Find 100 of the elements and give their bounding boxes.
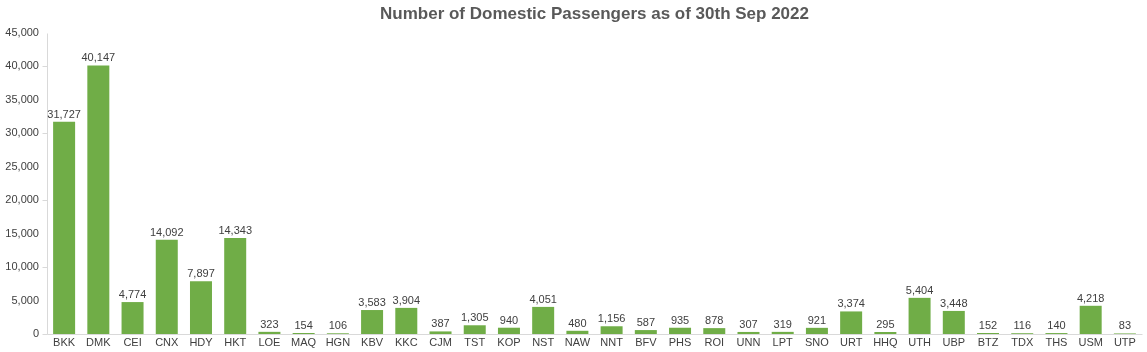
bar: [634, 330, 657, 334]
x-tick-label: NST: [532, 335, 555, 348]
data-label: 295: [876, 318, 895, 331]
bar: [600, 326, 623, 334]
data-label: 3,583: [358, 296, 386, 309]
bar: [566, 330, 589, 334]
data-label: 319: [773, 317, 792, 330]
x-tick-label: NAW: [564, 335, 591, 348]
data-label: 14,343: [218, 224, 253, 237]
bar: [87, 65, 110, 334]
x-tick-label: UTP: [1113, 335, 1136, 348]
y-tick-label: 5,000: [11, 293, 39, 306]
x-tick-label: ROI: [704, 335, 725, 348]
data-label: 387: [431, 317, 450, 330]
data-label: 154: [294, 318, 313, 331]
x-tick-label: CJM: [429, 335, 452, 348]
x-tick-label: NNT: [600, 335, 624, 348]
data-label: 323: [260, 317, 279, 330]
y-tick-label: 35,000: [5, 92, 39, 105]
data-label: 1,305: [460, 311, 489, 324]
bar: [840, 311, 863, 334]
data-label: 480: [568, 316, 587, 329]
y-tick-label: 45,000: [5, 26, 39, 38]
x-tick-label: BFV: [635, 335, 658, 348]
x-tick-label: BKK: [53, 335, 76, 348]
x-tick-label: UBP: [942, 335, 966, 348]
data-label: 3,374: [837, 297, 865, 310]
y-tick-label: 15,000: [5, 226, 39, 239]
x-tick-label: LOE: [258, 335, 281, 348]
data-label: 31,727: [47, 107, 81, 120]
data-label: 1,156: [597, 312, 626, 325]
data-label: 140: [1047, 319, 1066, 332]
x-tick-label: HKT: [224, 335, 247, 348]
x-tick-label: HHQ: [873, 335, 899, 348]
x-tick-label: CEI: [123, 335, 142, 348]
bar: [429, 331, 452, 334]
bar: [53, 121, 76, 334]
bar: [463, 325, 486, 334]
x-tick-label: UNN: [736, 335, 761, 348]
bar: [189, 281, 212, 334]
x-tick-label: PHS: [668, 335, 692, 348]
chart-title: Number of Domestic Passengers as of 30th Sep 2022: [380, 4, 809, 23]
bar: [669, 327, 692, 334]
x-tick-label: SNO: [805, 335, 830, 348]
bar: [258, 331, 281, 334]
data-label: 4,051: [529, 292, 557, 305]
data-label: 940: [499, 313, 519, 326]
x-tick-label: MAQ: [291, 335, 317, 348]
bar: [497, 327, 520, 334]
bar: [121, 302, 144, 334]
x-tick-label: DMK: [86, 335, 112, 348]
x-tick-label: KOP: [497, 335, 521, 348]
data-label: 83: [1118, 319, 1132, 332]
x-tick-label: KBV: [361, 335, 384, 348]
data-label: 116: [1013, 319, 1032, 332]
data-label: 152: [978, 318, 998, 331]
data-label: 4,774: [118, 288, 147, 301]
x-tick-label: UTH: [908, 335, 931, 348]
y-tick-label: 20,000: [5, 193, 39, 206]
x-tick-label: CNX: [155, 335, 180, 348]
data-label: 878: [705, 314, 724, 327]
y-tick-label: 30,000: [5, 126, 39, 139]
x-tick-label: BTZ: [977, 335, 999, 348]
data-label: 106: [328, 319, 348, 332]
data-label: 587: [636, 316, 656, 329]
data-label: 307: [739, 317, 758, 330]
data-label: 5,404: [905, 283, 934, 296]
x-tick-label: LPT: [772, 335, 794, 348]
x-tick-label: KKC: [394, 335, 418, 348]
data-label: 935: [670, 313, 690, 326]
y-tick-label: 0: [32, 327, 39, 339]
data-label: 3,448: [940, 296, 968, 309]
x-tick-label: THS: [1045, 335, 1068, 348]
data-label: 921: [807, 313, 827, 326]
x-tick-label: HDY: [189, 335, 214, 348]
data-label: 40,147: [81, 51, 116, 64]
y-tick-label: 40,000: [5, 59, 39, 72]
bar: [942, 310, 965, 334]
x-tick-label: TST: [464, 335, 486, 348]
bar: [155, 239, 178, 334]
bar: [805, 327, 828, 334]
bar: [908, 297, 931, 334]
bar: [771, 331, 794, 334]
y-tick-label: 10,000: [5, 260, 39, 273]
data-label: 14,092: [149, 225, 184, 238]
bar: [703, 328, 726, 334]
x-tick-label: USM: [1078, 335, 1103, 348]
bar: [361, 310, 384, 334]
x-tick-label: TDX: [1011, 335, 1034, 348]
x-tick-label: URT: [839, 335, 863, 348]
data-label: 7,897: [187, 267, 215, 280]
x-tick-label: HGN: [325, 335, 351, 348]
bar: [224, 238, 247, 334]
data-label: 4,218: [1076, 291, 1105, 304]
bar: [395, 307, 418, 334]
data-label: 3,904: [392, 293, 421, 306]
y-tick-label: 25,000: [5, 159, 39, 172]
bar: [737, 331, 760, 334]
bar: [532, 306, 555, 334]
bar: [1079, 305, 1102, 334]
